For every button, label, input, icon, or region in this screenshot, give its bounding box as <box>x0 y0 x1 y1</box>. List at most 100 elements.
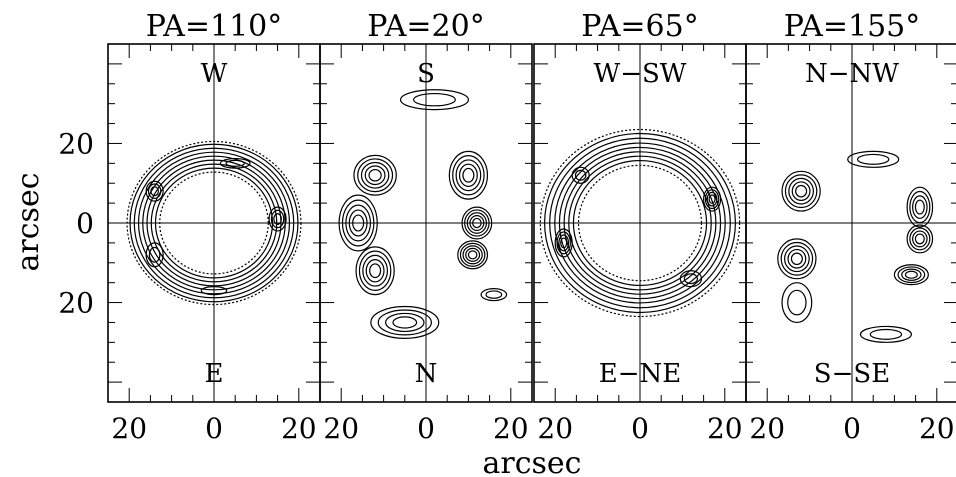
contour-level <box>462 167 475 183</box>
contour-level <box>472 217 482 229</box>
contour-level <box>788 177 814 205</box>
y-tick-label: 20 <box>58 127 94 160</box>
contour-level <box>225 159 245 167</box>
contour-level <box>904 270 918 279</box>
panel-4: 20 0 20 PA=155° N−NW S−SE <box>745 9 956 445</box>
contour-level <box>462 245 483 265</box>
contour-level <box>901 268 922 281</box>
contour-level <box>574 169 587 181</box>
contour-level <box>338 194 378 252</box>
y-axis-label: arcsec <box>11 173 46 272</box>
x-tick-label: 0 <box>417 412 435 445</box>
contour-level <box>703 186 722 212</box>
contour-level <box>370 305 440 339</box>
contour-ring <box>577 164 703 282</box>
contour-level <box>912 230 928 248</box>
contour-level <box>369 263 382 279</box>
x-tick-label: 20 <box>281 412 317 445</box>
contour-level <box>148 246 161 263</box>
contour-level <box>452 155 485 196</box>
y-tick-label: 20 <box>58 287 94 320</box>
contour-level <box>787 248 807 269</box>
contour-level <box>466 212 488 234</box>
contour-level <box>571 166 590 184</box>
contour-ring <box>563 151 717 295</box>
contour-level <box>912 195 928 219</box>
contour-level <box>777 238 817 280</box>
contour-level <box>459 242 486 267</box>
contour-level <box>150 186 160 197</box>
panel-2: 20 0 20 PA=20° S N <box>319 9 533 445</box>
contour-level <box>679 270 703 288</box>
orientation-label-top: W−SW <box>593 59 686 89</box>
contour-level <box>847 150 900 168</box>
contour-level <box>558 234 570 252</box>
contour-ring <box>129 143 299 303</box>
contour-level <box>683 273 699 285</box>
contour-level <box>465 247 481 262</box>
contour-level <box>455 159 482 192</box>
contour-level <box>893 264 929 286</box>
contour-level <box>353 154 397 196</box>
contour-level <box>270 209 285 229</box>
x-tick-label: 20 <box>537 412 573 445</box>
panel-title: PA=65° <box>581 9 698 44</box>
contour-level <box>787 289 807 316</box>
contour-level <box>784 174 818 209</box>
x-tick-label: 20 <box>707 412 743 445</box>
x-tick-label: 0 <box>205 412 223 445</box>
contour-level <box>485 290 503 299</box>
contour-level <box>364 165 386 186</box>
contour-level <box>341 199 375 247</box>
contour-level <box>906 224 934 254</box>
contour-level <box>448 150 489 200</box>
contour-level <box>457 240 489 270</box>
contour-level <box>147 183 162 199</box>
contour-level <box>914 233 925 245</box>
contour-level <box>358 250 392 291</box>
contour-level <box>781 170 821 212</box>
contour-level <box>791 181 811 202</box>
orientation-label-bottom: E−NE <box>599 359 682 389</box>
x-axis-label: arcsec <box>483 446 582 477</box>
panel-3: 20 0 20 PA=65° W−SW E−NE <box>533 9 747 445</box>
contour-level <box>362 254 388 287</box>
x-tick-label: 0 <box>843 412 861 445</box>
contour-level <box>856 153 890 165</box>
x-tick-label: 20 <box>919 412 955 445</box>
contour-level <box>780 241 814 276</box>
contour-level <box>706 191 718 207</box>
orientation-label-bottom: E <box>205 359 224 389</box>
contour-level <box>909 190 931 224</box>
contour-level <box>467 250 478 260</box>
contour-ring <box>126 140 302 306</box>
contour-ring <box>137 151 291 295</box>
contour-level <box>790 252 803 266</box>
contour-level <box>795 184 808 198</box>
x-tick-label: 20 <box>323 412 359 445</box>
y-tick-label: 0 <box>76 207 94 240</box>
orientation-label-top: N−NW <box>805 59 899 89</box>
contour-ring <box>543 132 736 314</box>
contour-ring <box>549 137 731 309</box>
contour-ring <box>568 155 712 291</box>
panel-title: PA=110° <box>146 9 283 44</box>
contour-level <box>560 237 568 249</box>
contour-level <box>413 92 456 107</box>
contour-level <box>399 89 469 111</box>
panels: 20 0 20 PA=110° W E 20 0 20 PA=20° S N 20 0 20 PA=65° W−… <box>58 9 956 445</box>
contour-level <box>365 259 385 283</box>
contour-ring <box>539 128 741 318</box>
contour-level <box>480 288 508 302</box>
contour-level <box>461 206 493 240</box>
contour-level <box>784 245 810 273</box>
panel-1: 20 0 20 PA=110° W E <box>107 9 321 445</box>
contour-ring <box>554 142 726 304</box>
contour-level <box>392 316 418 329</box>
contour-ring <box>150 163 278 283</box>
contour-level <box>219 157 251 169</box>
contour-level <box>914 199 925 215</box>
contour-level <box>464 209 490 237</box>
x-tick-label: 20 <box>111 412 147 445</box>
